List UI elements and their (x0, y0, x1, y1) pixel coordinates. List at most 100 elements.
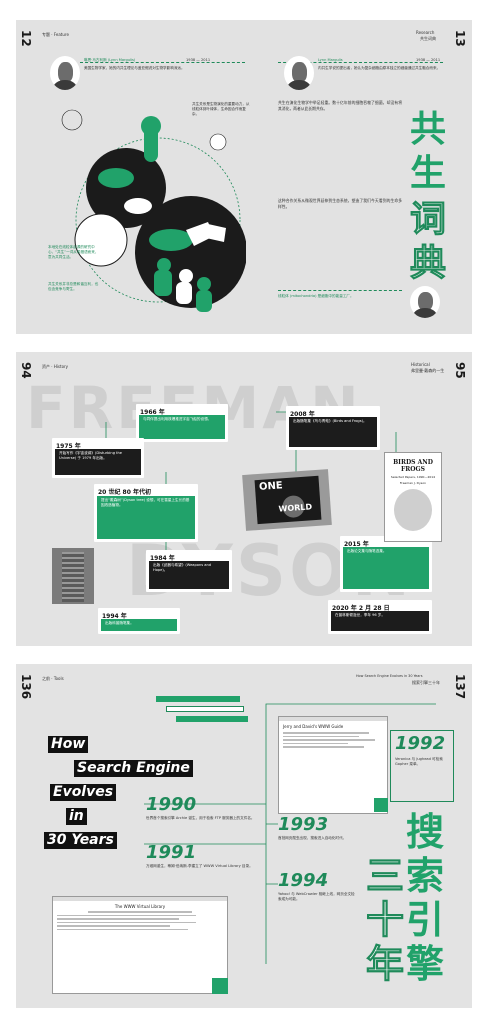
year-box-1992: 1992 Veronica 与 Jughead 可检索 Gopher 菜单。 (390, 730, 454, 802)
green-note: 本地处在线粒体起源的研究中心，“共生”一词从希腊语而来，意为共同生活。 (48, 245, 99, 259)
year-label: 1993 (278, 814, 329, 835)
title-cn-part: 三十 (366, 854, 405, 943)
avatar-left (50, 56, 80, 90)
timeline-card-2008: 2008 年 出版随笔集《鸟与青蛙》(Birds and Frogs)。 (286, 406, 380, 450)
timeline-year: 1984 年 (150, 555, 175, 562)
page-number-right: 13 (453, 30, 467, 47)
timeline-card-1966: 1966 年 与同伴提出利用核爆推进宇宙飞船的设想。 (136, 404, 228, 442)
bio-years: 1938 — 2011 (416, 58, 441, 62)
book-art (394, 489, 432, 531)
timeline-year: 1975 年 (56, 443, 81, 450)
poster-photo: ONE WORLD (242, 469, 332, 531)
section-header-right: Research (416, 30, 435, 35)
deco-bar (156, 696, 240, 702)
title-cn: 共生 (410, 108, 450, 196)
book-author: Freeman J. Dyson (399, 481, 427, 485)
quote-text: 共生关系是生物演化的重要动力，从线粒体到叶绿体，生命因合作而复杂。 (192, 102, 250, 116)
year-text: 世界首个搜索引擎 Archie 诞生，用于检索 FTP 服务器上的文件名。 (146, 816, 255, 820)
poster-text: ONE (258, 480, 284, 493)
title-char: 生 (410, 153, 447, 194)
timeline-year: 2008 年 (290, 411, 315, 418)
avatar-bottom (410, 286, 440, 318)
section-header-right: Historical (411, 362, 430, 367)
symbiosis-illustration (61, 109, 246, 312)
timeline-text: 开始写作《宇宙波澜》(Disturbing the Universe) 于 19… (59, 451, 123, 460)
timeline-year: 1994 年 (102, 613, 127, 620)
title-char: 典 (409, 243, 447, 285)
footnote: 线粒体 (mitochondria) 是细胞中的能量工厂。 (278, 294, 354, 298)
title-cn-part: 引擎 (406, 898, 445, 986)
tower (62, 552, 84, 602)
screenshot-yahoo-guide: Jerry and David's WWW Guide (278, 716, 388, 814)
page-number-left: 12 (19, 30, 33, 47)
title-cn-part: 年 (366, 942, 405, 987)
screenshot-www-library: The WWW Virtual Library (52, 896, 228, 994)
screenshot-title: The WWW Virtual Library (114, 904, 166, 909)
title-line: Evolves (50, 784, 117, 801)
section-header-left: 专题 · Feature (42, 32, 69, 37)
history-spread-dyson: FREEMAN DYSON 94 95 资产 · History Histori… (16, 352, 472, 646)
year-text: 首批网页爬虫出现，搜索进入自动化时代。 (278, 836, 347, 840)
tower-photo (52, 548, 94, 604)
section-header-right-cn: 弗里曼·戴森的一生 (411, 368, 445, 373)
avatar-right (284, 56, 314, 90)
year-text: 万维网诞生，蒂姆·伯纳斯-李建立了 WWW Virtual Library 目录… (146, 864, 253, 868)
title-char: 词 (409, 199, 447, 241)
timeline-connectors (144, 703, 436, 964)
timeline-text: 在普林斯顿逝世，享年 96 岁。 (335, 613, 385, 617)
timeline-body: 出版《武器与希望》(Weapons and Hope)。 (149, 561, 229, 589)
deco-bar (176, 716, 248, 722)
timeline-card-2020: 2020 年 2 月 28 日 在普林斯顿逝世，享年 96 岁。 (328, 600, 432, 634)
timeline-card-1984: 1984 年 出版《武器与希望》(Weapons and Hope)。 (146, 550, 232, 592)
timeline-card-1994: 1994 年 出版科普随笔集。 (98, 608, 180, 634)
bio-years: 1938 — 2011 (186, 58, 211, 62)
title-cn-outline: 词典 (409, 198, 450, 286)
title-char: 共 (410, 109, 447, 150)
corner-badge (212, 978, 228, 994)
section-header-right-cn: 共生词典 (420, 36, 436, 41)
timeline-card-1980s: 20 世纪 80 年代初 提出“戴森树”(Dyson tree) 设想，可在彗星… (94, 484, 198, 542)
title-cn-part: 搜索 (406, 810, 445, 898)
timeline-card-2015: 2015 年 出版论文集与随笔选集。 (340, 536, 432, 592)
title-line: How (48, 736, 89, 753)
bio-name: Lynn Margulis (318, 58, 343, 62)
timeline-year: 2020 年 2 月 28 日 (332, 605, 390, 612)
timeline-text: 出版随笔集《鸟与青蛙》(Birds and Frogs)。 (293, 419, 367, 423)
tools-spread-search: 136 137 之前 · Tools How Search Engine Evo… (16, 664, 472, 1008)
timeline-body: 与同伴提出利用核爆推进宇宙飞船的设想。 (139, 415, 225, 439)
timeline-body: 出版论文集与随笔选集。 (343, 547, 429, 589)
divider (278, 290, 402, 291)
timeline-text: 提出“戴森树”(Dyson tree) 设想，可在彗星上生长的基因改造植物。 (101, 498, 190, 507)
year-text: Veronica 与 Jughead 可检索 Gopher 菜单。 (395, 757, 443, 766)
section-header-left: 之前 · Tools (42, 676, 64, 681)
book-cover: BIRDS AND FROGS Selected Papers, 1990—20… (384, 452, 442, 542)
timeline-year: 2015 年 (344, 541, 369, 548)
timeline-body: 出版科普随笔集。 (101, 619, 177, 631)
timeline-text: 出版科普随笔集。 (105, 621, 134, 625)
bio-text: 内共生学说的提出者，她认为复杂细胞由原本独立的细菌通过共生融合而来。 (318, 66, 441, 70)
timeline-year: 1966 年 (140, 409, 165, 416)
body-text: 这种合作关系从微观世界延伸到生态系统，塑造了我们今天看到的生命多样性。 (278, 198, 402, 209)
timeline-body: 在普林斯顿逝世，享年 96 岁。 (331, 611, 429, 631)
poster-text: WORLD (278, 502, 313, 514)
title-cn: 搜索 引擎 (406, 810, 454, 986)
bio-name: 琳恩·马古利斯 (Lynn Margulis) (84, 58, 136, 62)
book-subtitle: Selected Papers, 1990—2014 (390, 475, 436, 479)
screenshot-title: Jerry and David's WWW Guide (283, 724, 344, 729)
timeline-text: 与同伴提出利用核爆推进宇宙飞船的设想。 (143, 417, 212, 421)
title-line: Search Engine (74, 760, 193, 777)
book-title: BIRDS AND FROGS (393, 459, 433, 473)
green-note: 共生关系并非总是和谐互利，也包含竞争与寄生。 (48, 282, 99, 291)
section-header-right-cn: 搜索引擎三十年 (412, 680, 440, 685)
timeline-body: 提出“戴森树”(Dyson tree) 设想，可在彗星上生长的基因改造植物。 (97, 496, 195, 539)
year-label: 1990 (146, 794, 197, 815)
timeline-year: 20 世纪 80 年代初 (98, 489, 151, 496)
timeline-card-1975: 1975 年 开始写作《宇宙波澜》(Disturbing the Univers… (52, 438, 144, 478)
divider (80, 62, 245, 63)
section-header-right: How Search Engine Evolves in 30 Years (356, 674, 423, 678)
corner-badge (374, 798, 388, 812)
timeline-body: 开始写作《宇宙波澜》(Disturbing the Universe) 于 19… (55, 449, 141, 475)
title-cn-outline: 三十 年 (366, 854, 406, 987)
section-header-left: 资产 · History (42, 364, 69, 369)
bio-text: 美国生物学家，她的内共生理论与盖亚假说对生物学影响深远。 (84, 66, 185, 70)
